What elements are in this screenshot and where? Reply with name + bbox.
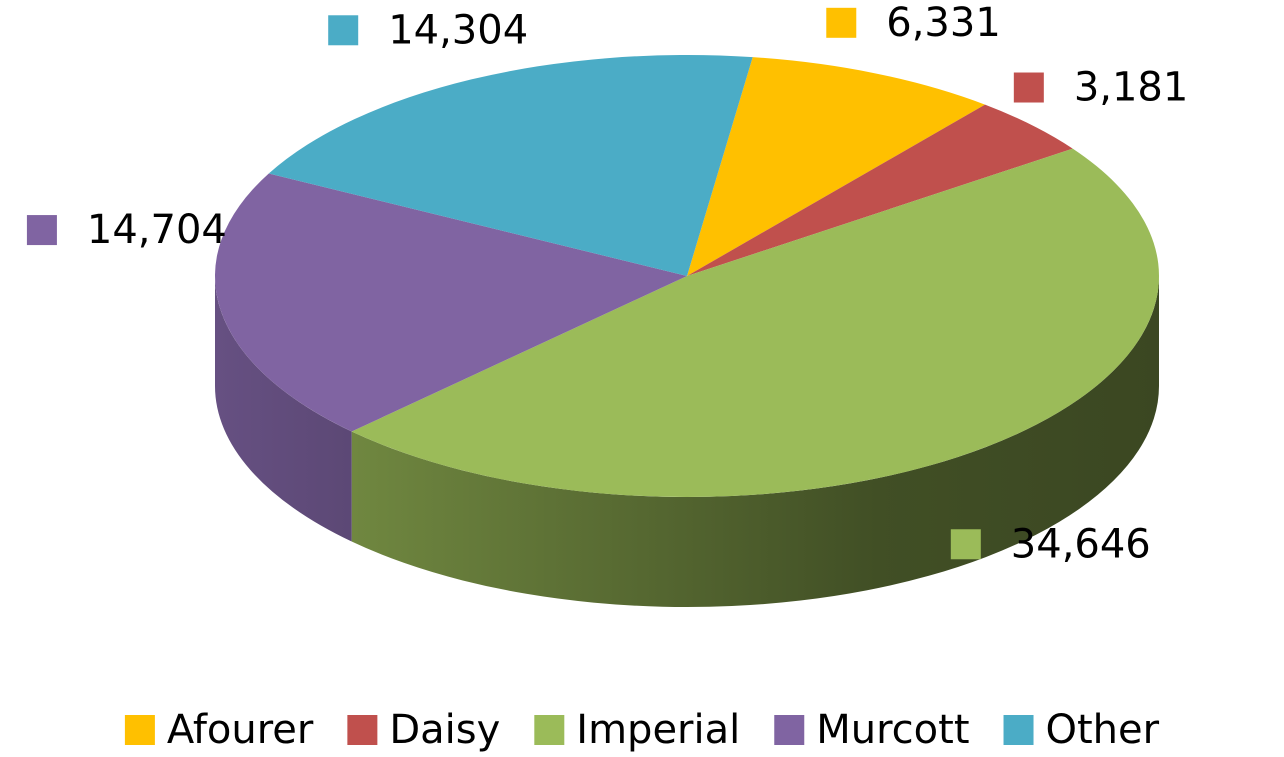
slice — [687, 57, 986, 276]
slice — [268, 55, 753, 277]
legend-label: Murcott — [816, 707, 969, 753]
slice-side — [215, 276, 352, 542]
data-label-marker — [826, 7, 857, 38]
data-label-marker — [328, 15, 359, 46]
slice — [687, 104, 1073, 276]
legend-marker — [534, 715, 565, 745]
legend-marker — [124, 715, 155, 745]
data-label-marker — [950, 529, 981, 560]
legend-label: Daisy — [389, 707, 500, 753]
data-label: 3,181 — [1074, 65, 1189, 111]
legend-marker — [1003, 715, 1034, 745]
legend-label: Other — [1046, 707, 1160, 753]
legend-label: Afourer — [167, 707, 314, 753]
data-label: 34,646 — [1011, 521, 1151, 567]
slice-side — [351, 276, 1160, 607]
slice — [351, 148, 1159, 497]
slice — [214, 173, 687, 432]
data-label: 14,304 — [388, 7, 528, 53]
legend-label: Imperial — [576, 707, 740, 753]
data-label-marker — [26, 215, 57, 246]
data-label: 14,704 — [87, 207, 227, 253]
legend-marker — [347, 715, 378, 745]
data-label-marker — [1013, 72, 1044, 103]
data-label: 6,331 — [886, 0, 1001, 46]
legend-marker — [774, 715, 805, 745]
